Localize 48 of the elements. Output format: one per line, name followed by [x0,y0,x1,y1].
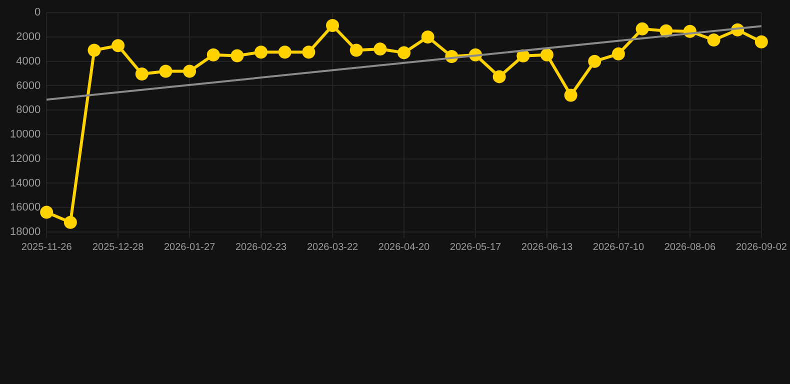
y-tick-label: 14000 [10,177,41,190]
y-tick-label: 2000 [16,31,41,44]
point [350,44,363,57]
point [660,24,673,38]
x-tick-label: 2026-05-17 [450,242,502,253]
y-tick-label: 8000 [16,104,41,116]
point [159,64,172,78]
y-tick-label: 6000 [16,80,41,92]
x-tick-label: 2026-01-27 [164,242,216,253]
y-tick-label: 12000 [10,152,41,165]
x-tick-label: 2026-08-06 [664,242,716,253]
point [516,49,530,62]
point [398,46,411,60]
point [206,48,220,62]
point [135,68,148,81]
point [707,34,720,47]
point [588,54,602,68]
point [302,46,316,59]
point [112,39,125,52]
y-tick-label: 10000 [10,128,41,141]
x-tick-label: 2026-02-23 [235,242,288,253]
y-tick-label: 16000 [10,202,41,214]
point [374,42,387,56]
point [278,46,292,59]
point [254,46,268,59]
x-tick-label: 2025-11-26 [21,242,72,253]
point [754,35,768,48]
y-tick-label: 4000 [16,55,41,68]
point [88,44,101,57]
point [636,22,649,36]
x-tick-label: 2026-06-13 [521,242,573,253]
point [421,30,434,44]
point [326,19,340,32]
point [183,64,196,78]
point [230,49,244,62]
x-tick-label: 2025-12-28 [92,242,144,253]
x-tick-label: 2026-07-10 [592,242,644,253]
x-tick-label: 2026-09-02 [736,242,788,253]
point [492,70,506,84]
point [612,47,625,60]
point [64,216,77,229]
x-tick-label: 2026-03-22 [306,242,359,253]
point [540,48,554,62]
point [40,206,54,219]
y-tick-label: 18000 [10,226,41,238]
x-tick-label: 2026-04-20 [378,242,430,253]
y-tick-label: 0 [34,6,41,19]
point [564,88,578,102]
